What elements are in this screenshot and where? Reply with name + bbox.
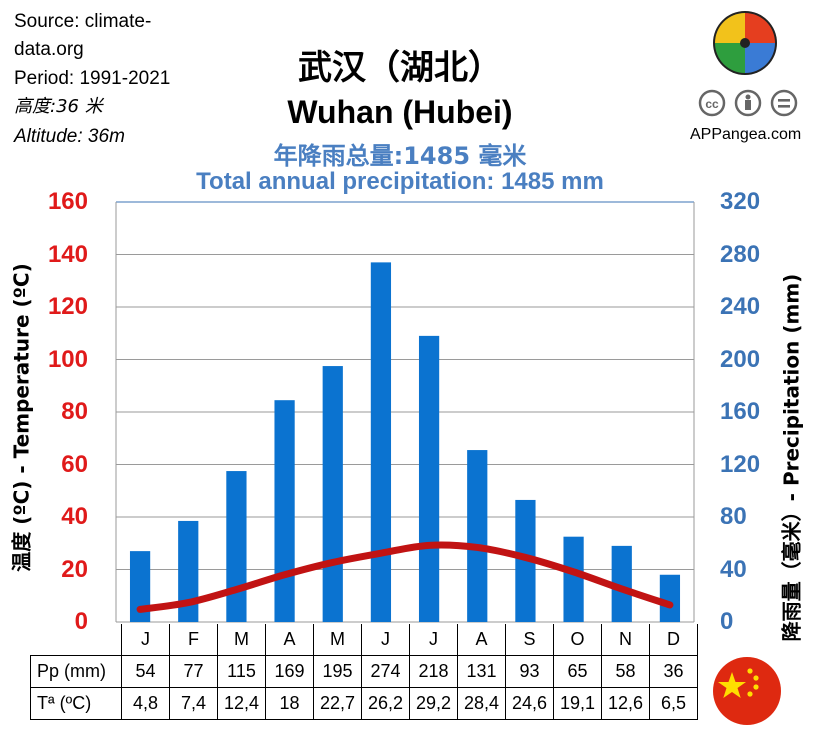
y-tick-label-right: 320 [720,188,761,215]
y-tick-label-left: 80 [61,398,88,425]
brand-label: APPangea.com [690,126,802,143]
month-label: A [265,624,314,656]
precip-bar [418,335,440,622]
precip-bar [370,262,392,622]
month-label: S [505,624,554,656]
month-label: J [121,624,170,656]
month-label: M [217,624,266,656]
period-label: Period: 1991-2021 [14,68,171,89]
precip-bar [226,471,247,622]
y-tick-label-right: 0 [720,608,734,635]
creative-commons-icon: cc [698,89,798,117]
y-tick-label-left: 120 [47,293,88,320]
table-cell: 58 [601,655,650,688]
table-row-precipitation: Pp (mm) 54 77 115 169 195 274 218 131 93… [30,655,698,688]
table-cell: 195 [313,655,362,688]
y-tick-label-right: 280 [720,240,761,268]
table-cell: 169 [265,655,314,688]
month-label: J [409,624,458,656]
table-cell: 18 [265,687,314,720]
precip-bar [467,450,488,622]
source-label: Source: climate- [14,11,152,32]
row-header: Tª (ºC) [30,687,122,720]
precip-bar [611,545,632,622]
table-cell: 115 [217,655,266,688]
table-cell: 93 [505,655,554,688]
precip-bar [322,366,343,622]
table-cell: 12,4 [217,687,266,720]
y-tick-label-left: 160 [47,188,88,215]
table-row-temperature: Tª (ºC) 4,8 7,4 12,4 18 22,7 26,2 29,2 2… [30,687,698,720]
y-tick-label-right: 240 [720,293,761,320]
temperature-line [136,541,674,613]
table-cell: 22,7 [313,687,362,720]
source-label-cont: data.org [14,39,84,60]
table-cell: 29,2 [409,687,458,720]
y-tick-label-right: 160 [720,398,761,425]
svg-text:cc: cc [705,97,719,111]
chart-title-cn: 武汉（湖北） [298,48,502,88]
table-cell: 28,4 [457,687,506,720]
table-cell: 12,6 [601,687,650,720]
y-tick-label-left: 60 [61,450,88,478]
y-tick-label-right: 80 [720,503,747,530]
y-tick-label-left: 20 [61,555,88,583]
altitude-cn-label: 高度:36 米 [14,96,103,117]
y-tick-label-right: 120 [720,450,761,478]
precip-bar [563,536,584,622]
puzzle-logo-icon [713,11,777,75]
table-cell: 131 [457,655,506,688]
table-cell: 26,2 [361,687,410,720]
precip-bar [274,400,295,622]
month-label: N [601,624,650,656]
table-cell: 24,6 [505,687,554,720]
month-label: O [553,624,602,656]
subtitle-cn: 年降雨总量:1485 毫米 [273,142,527,170]
y-tick-label-left: 0 [74,608,88,635]
precip-bar [659,574,681,622]
month-label: A [457,624,506,656]
precip-bar [178,520,199,622]
row-header: Pp (mm) [30,655,122,688]
y-tick-label-left: 40 [61,503,88,530]
chart-title-en: Wuhan (Hubei) [287,94,513,130]
table-cell: 19,1 [553,687,602,720]
altitude-en-label: Altitude: 36m [14,126,125,147]
y-tick-label-left: 140 [47,240,88,268]
data-table: J F M A M J J A S O N D Pp (mm) 54 77 11… [30,624,698,720]
month-label: J [361,624,410,656]
table-cell: 54 [121,655,170,688]
table-cell: 6,5 [649,687,698,720]
y-tick-label-right: 200 [720,345,761,373]
table-cell: 218 [409,655,458,688]
table-cell: 7,4 [169,687,218,720]
month-label: M [313,624,362,656]
table-cell: 36 [649,655,698,688]
table-cell: 65 [553,655,602,688]
table-cell: 77 [169,655,218,688]
month-label: D [649,624,698,656]
y-tick-label-left: 100 [47,345,88,373]
table-cell: 274 [361,655,410,688]
precip-bar [129,551,151,622]
china-flag-icon [713,657,781,725]
month-label: F [169,624,218,656]
table-cell: 4,8 [121,687,170,720]
subtitle-en: Total annual precipitation: 1485 mm [196,168,604,195]
y-tick-label-right: 40 [720,555,747,583]
table-row-months: J F M A M J J A S O N D [31,624,698,656]
